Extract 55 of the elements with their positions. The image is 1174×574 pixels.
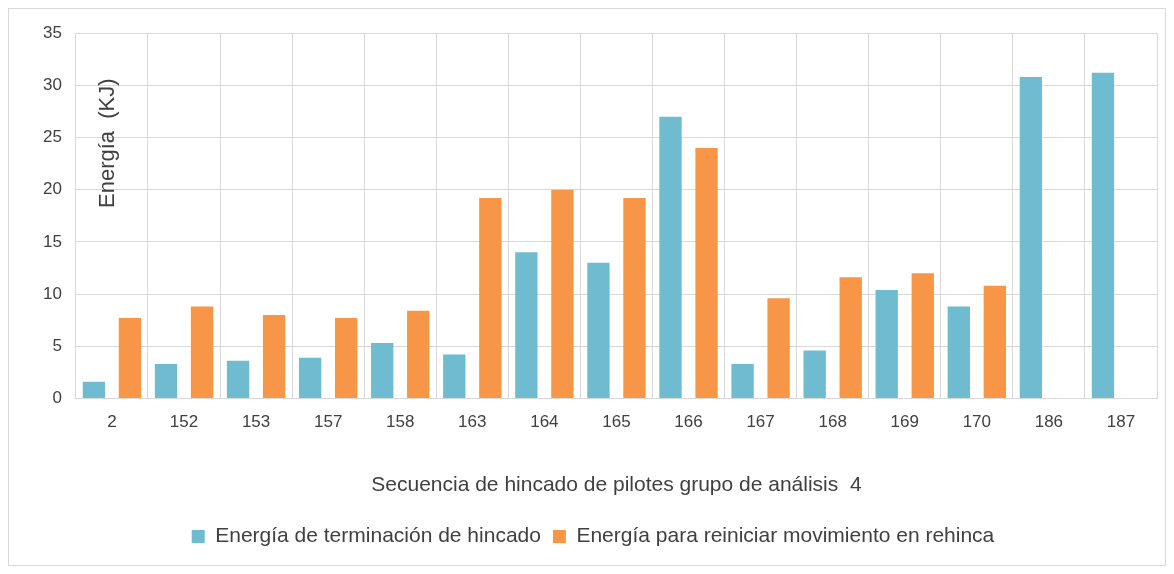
- bar: [839, 277, 862, 398]
- y-tick-label: 35: [42, 22, 62, 42]
- bar: [371, 343, 394, 398]
- bar: [695, 147, 718, 398]
- bar: [803, 350, 826, 398]
- bar: [731, 363, 754, 398]
- bar: [82, 381, 106, 398]
- y-tick-label: 20: [42, 179, 62, 199]
- y-tick-label: 25: [42, 127, 62, 147]
- y-tick-label: 30: [42, 75, 62, 95]
- bar: [587, 262, 610, 398]
- bar: [118, 318, 142, 398]
- bar: [407, 310, 430, 398]
- y-tick-label: 15: [42, 231, 62, 251]
- bar: [983, 285, 1007, 398]
- x-tick-label: 2: [107, 412, 117, 432]
- x-tick-label: 163: [458, 412, 487, 432]
- y-tick-label: 10: [42, 283, 62, 303]
- x-tick-label: 169: [890, 412, 919, 432]
- x-tick-label: 186: [1034, 412, 1064, 432]
- y-tick-label: 5: [52, 335, 62, 355]
- bar: [154, 363, 178, 398]
- bar: [262, 314, 286, 398]
- bar: [226, 360, 250, 398]
- bar: [1019, 77, 1043, 398]
- legend-label: Energía de terminación de hincado: [215, 523, 541, 547]
- x-tick-label: 165: [602, 412, 631, 432]
- bar: [875, 289, 898, 398]
- bar: [911, 273, 934, 398]
- bar: [767, 298, 790, 398]
- bar: [479, 198, 502, 398]
- x-tick-label: 157: [313, 412, 343, 432]
- x-tick-label: 158: [386, 412, 415, 432]
- x-tick-label: 164: [530, 412, 559, 432]
- x-tick-label: 168: [818, 412, 847, 432]
- bar: [298, 357, 322, 398]
- bar: [335, 318, 358, 398]
- x-tick-label: 166: [674, 412, 703, 432]
- x-tick-label: 187: [1106, 412, 1136, 432]
- x-tick-label: 167: [746, 412, 775, 432]
- legend-label: Energía para reiniciar movimiento en rehinca: [576, 523, 995, 547]
- bar: [947, 306, 970, 398]
- y-axis-title: Energía (KJ): [93, 78, 119, 208]
- bar: [623, 198, 646, 398]
- bar: [443, 354, 466, 398]
- y-tick-label: 0: [52, 388, 62, 408]
- bar: [190, 306, 214, 398]
- x-axis-title: Secuencia de hincado de pilotes grupo de análisis 4: [371, 472, 862, 496]
- bar: [659, 116, 682, 398]
- x-tick-label: 152: [169, 412, 199, 432]
- bar: [1091, 72, 1115, 398]
- bar: [515, 252, 538, 398]
- bar: [551, 189, 574, 398]
- x-tick-label: 153: [241, 412, 271, 432]
- x-tick-label: 170: [962, 412, 992, 432]
